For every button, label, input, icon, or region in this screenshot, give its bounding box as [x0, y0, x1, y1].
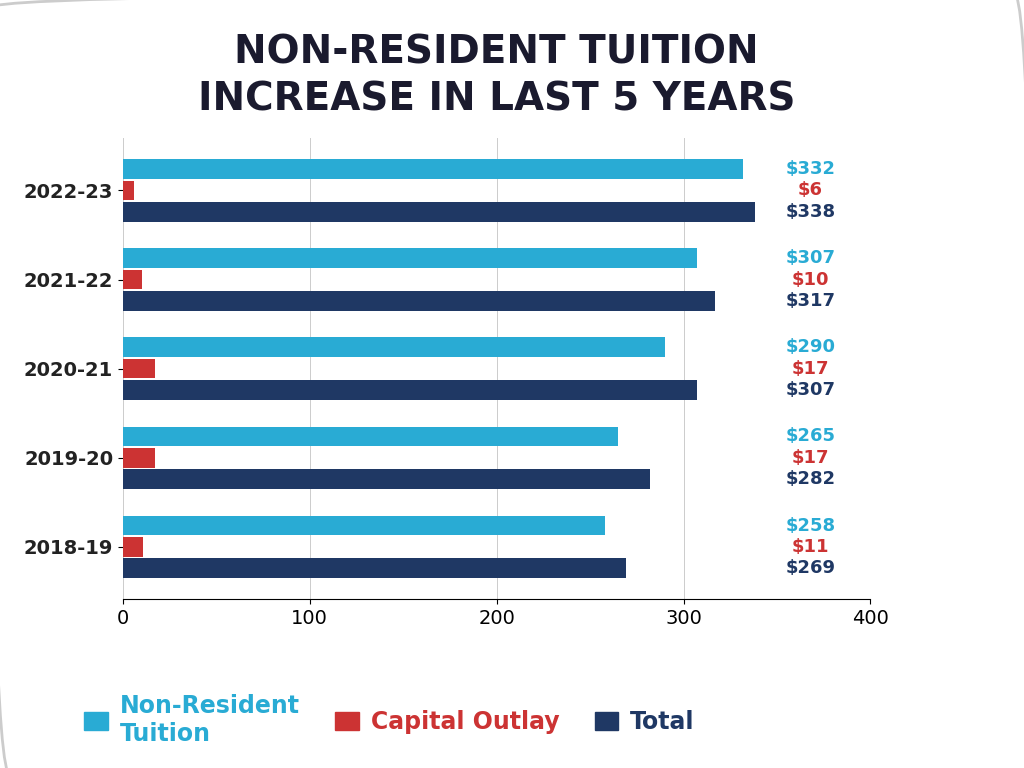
- Text: $317: $317: [785, 292, 836, 310]
- Bar: [123, 180, 134, 200]
- Text: $10: $10: [792, 270, 829, 289]
- Bar: [123, 537, 143, 557]
- Text: $269: $269: [785, 559, 836, 578]
- Bar: [123, 359, 155, 379]
- Bar: [123, 448, 155, 468]
- Bar: [123, 248, 696, 268]
- Text: $290: $290: [785, 338, 836, 356]
- Bar: [123, 515, 605, 535]
- Title: NON-RESIDENT TUITION
INCREASE IN LAST 5 YEARS: NON-RESIDENT TUITION INCREASE IN LAST 5 …: [198, 34, 796, 118]
- Bar: [123, 270, 141, 290]
- Text: $6: $6: [798, 181, 823, 200]
- Text: $17: $17: [792, 449, 829, 467]
- Text: $17: $17: [792, 359, 829, 378]
- Text: $307: $307: [785, 381, 836, 399]
- Text: $338: $338: [785, 203, 836, 220]
- Text: $258: $258: [785, 517, 836, 535]
- Text: $11: $11: [792, 538, 829, 556]
- Bar: [123, 337, 665, 357]
- Bar: [123, 291, 716, 311]
- Bar: [123, 159, 743, 179]
- Bar: [123, 202, 755, 222]
- Text: $307: $307: [785, 249, 836, 267]
- Bar: [123, 469, 650, 489]
- Bar: [123, 558, 626, 578]
- Legend: Non-Resident
Tuition, Capital Outlay, Total: Non-Resident Tuition, Capital Outlay, To…: [75, 684, 703, 755]
- Bar: [123, 380, 696, 400]
- Text: $265: $265: [785, 427, 836, 445]
- Bar: [123, 426, 618, 446]
- Text: $282: $282: [785, 470, 836, 488]
- Text: $332: $332: [785, 160, 836, 178]
